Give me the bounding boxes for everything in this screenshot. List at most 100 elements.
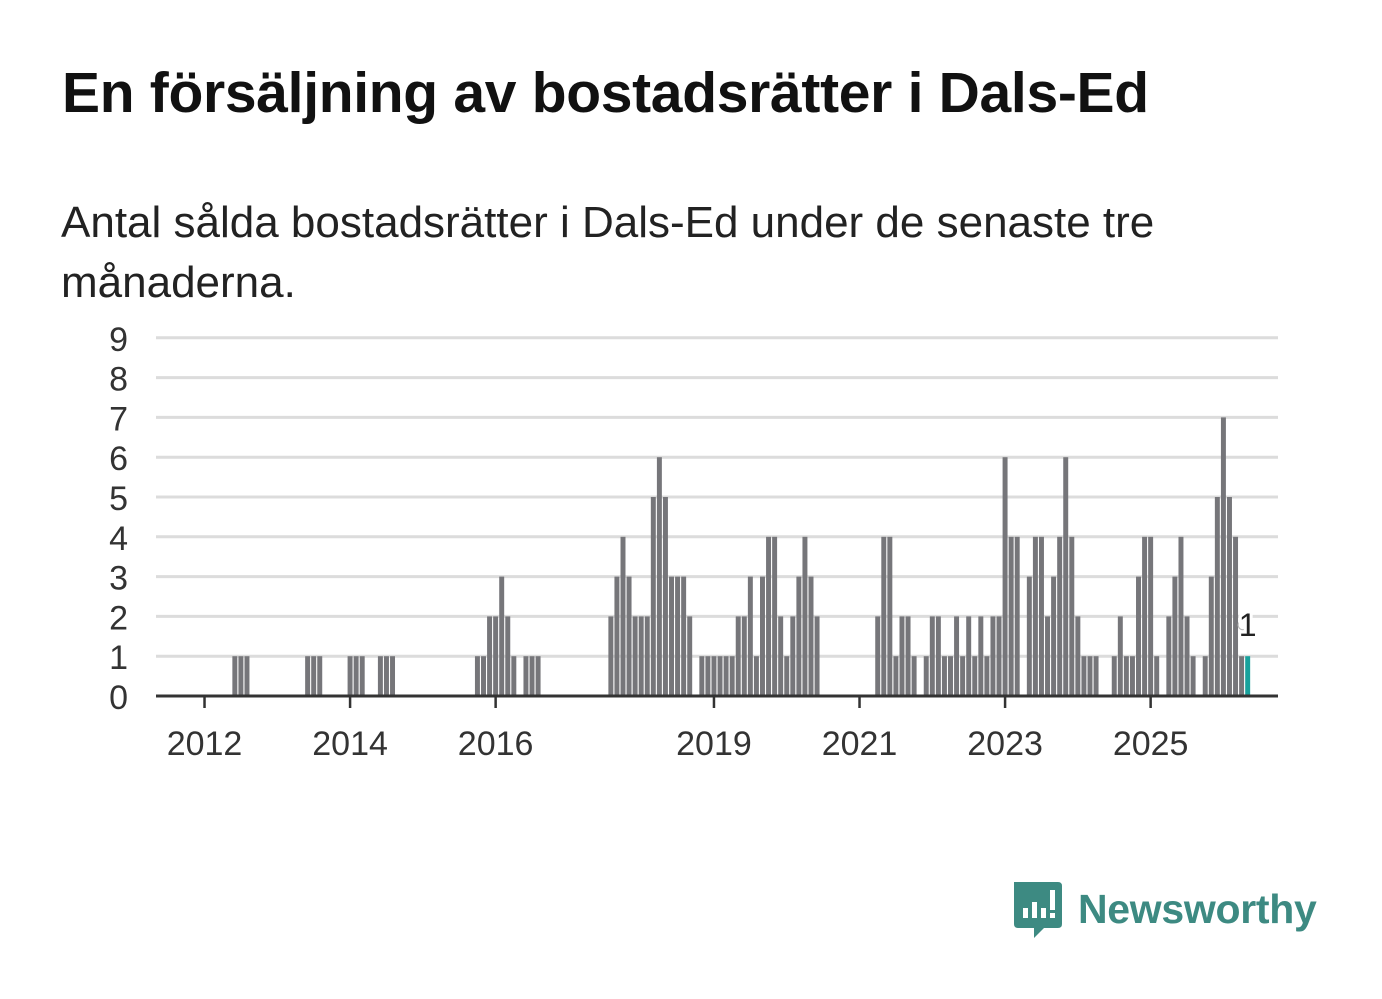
bar (1148, 536, 1154, 696)
bar (481, 656, 486, 696)
bar (1002, 457, 1008, 696)
gridlines (156, 336, 1278, 658)
bar (741, 616, 747, 696)
bar (1075, 616, 1081, 696)
bar (972, 656, 978, 696)
x-tick-label: 2025 (1113, 725, 1189, 763)
highlight-value-label: 1 (1239, 607, 1257, 643)
bar (675, 576, 681, 696)
bar (523, 656, 529, 696)
bar (1111, 656, 1117, 696)
bar (948, 656, 953, 696)
bar (772, 536, 778, 696)
bar (1202, 656, 1208, 696)
newsworthy-logo-icon (1014, 882, 1062, 938)
bar (1129, 656, 1135, 696)
bar (650, 497, 656, 696)
bar (1045, 616, 1051, 696)
bar (493, 616, 499, 696)
y-tick-label: 7 (109, 400, 128, 438)
x-tick-label: 2016 (458, 725, 534, 763)
bar (644, 616, 650, 696)
y-tick-label: 2 (109, 599, 128, 637)
x-tick-label: 2023 (967, 725, 1043, 763)
x-tick-label: 2019 (676, 725, 752, 763)
bar (1226, 497, 1232, 696)
y-tick-label: 4 (109, 520, 128, 558)
bar (1026, 576, 1032, 696)
bar (784, 656, 790, 696)
bar (960, 656, 966, 696)
bar (383, 656, 389, 696)
bar (875, 616, 881, 696)
bar (808, 576, 814, 696)
bar (905, 616, 911, 696)
bar (499, 576, 505, 696)
bar (911, 656, 917, 696)
bar (614, 576, 620, 696)
bar (747, 576, 753, 696)
bars (232, 417, 1251, 696)
bar (529, 656, 535, 696)
bar (305, 656, 311, 696)
bar (656, 457, 662, 696)
bar (929, 616, 935, 696)
bar (760, 576, 765, 696)
bar (662, 497, 668, 696)
brand-name: Newsworthy (1078, 885, 1317, 932)
bar (723, 656, 729, 696)
bar (1214, 497, 1220, 696)
bar (1245, 656, 1251, 696)
bar (966, 616, 972, 696)
bar (984, 656, 990, 696)
chart-title: En försäljning av bostadsrätter i Dals-E… (62, 61, 1149, 125)
bar (1069, 536, 1075, 696)
bar (790, 616, 796, 696)
bar (1220, 417, 1226, 696)
bar (669, 576, 674, 696)
highlight-marker (1237, 620, 1248, 631)
bar (1136, 576, 1141, 696)
y-tick-label: 0 (109, 679, 128, 717)
bar (1057, 536, 1063, 696)
bar (1093, 656, 1099, 696)
bar (487, 616, 493, 696)
bar (1172, 576, 1178, 696)
bar (753, 656, 759, 696)
bar (729, 656, 735, 696)
bar (1208, 576, 1214, 696)
bar (1117, 616, 1123, 696)
bar (626, 576, 632, 696)
newsworthy-logo: Newsworthy (1010, 878, 1317, 940)
bar (620, 536, 626, 696)
bar (802, 536, 808, 696)
bar (1014, 536, 1020, 696)
bar (359, 656, 365, 696)
x-axis: 2012 2014 2016 2019 2021 2023 2025 (156, 694, 1278, 763)
bar (881, 536, 887, 696)
bar (681, 576, 687, 696)
bar (996, 616, 1002, 696)
bar (317, 656, 323, 696)
bar (941, 656, 947, 696)
y-tick-label: 6 (109, 440, 128, 478)
bar (778, 616, 784, 696)
y-tick-label: 1 (109, 639, 128, 677)
bar (1032, 536, 1038, 696)
bar (232, 656, 238, 696)
bar (796, 576, 802, 696)
bar (954, 616, 960, 696)
bar (1081, 656, 1087, 696)
bar (244, 656, 250, 696)
bar (1038, 536, 1044, 696)
x-tick-label: 2021 (822, 725, 898, 763)
y-tick-label: 5 (109, 480, 128, 518)
bar (638, 616, 644, 696)
bar (311, 656, 317, 696)
chart-subtitle: Antal sålda bostadsrätter i Dals-Ed unde… (61, 198, 1155, 307)
bar (935, 616, 941, 696)
bar (978, 616, 984, 696)
bar (1178, 536, 1184, 696)
bar (705, 656, 711, 696)
